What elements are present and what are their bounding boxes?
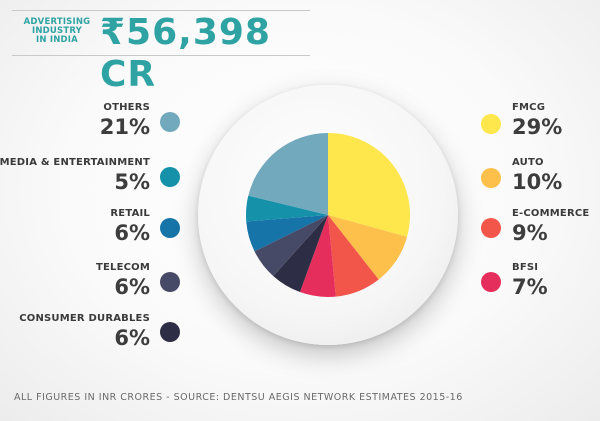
pie-slice-bfsi <box>299 215 336 298</box>
legend-dot <box>160 272 180 292</box>
legend-dot <box>160 322 180 342</box>
legend-dot <box>481 114 501 134</box>
pie-slice-others <box>248 133 328 215</box>
legend-value: 7% <box>512 275 548 299</box>
legend-value: 10% <box>512 170 563 194</box>
source-note: ALL FIGURES IN INR CRORES - SOURCE: DENT… <box>14 392 463 403</box>
legend-label: RETAIL <box>110 208 150 219</box>
pie-slice-consumer-durables <box>273 215 328 293</box>
legend-label: TELECOM <box>95 262 150 273</box>
legend-value: 6% <box>114 326 150 350</box>
pie-chart <box>198 85 458 345</box>
legend-dot <box>481 272 501 292</box>
legend-value: 5% <box>114 170 150 194</box>
legend-label: OTHERS <box>103 102 150 113</box>
legend-label: CONSUMER DURABLES <box>19 313 150 324</box>
pie-slice-media-entertainment <box>246 195 328 222</box>
legend-value: 6% <box>114 275 150 299</box>
header-banner: ADVERTISING INDUSTRY IN INDIA ₹56,398 CR <box>12 10 310 95</box>
legend-label: E-COMMERCE <box>512 208 590 219</box>
legend-value: 6% <box>114 221 150 245</box>
legend-label: MEDIA & ENTERTAINMENT <box>0 157 150 168</box>
header-total-value: ₹56,398 CR <box>100 12 271 95</box>
pie-slice-retail <box>246 215 328 252</box>
header-label: ADVERTISING INDUSTRY IN INDIA <box>23 17 91 45</box>
legend-label: AUTO <box>512 157 544 168</box>
legend-dot <box>160 167 180 187</box>
legend-dot <box>481 168 501 188</box>
pie-slice-telecom <box>254 215 328 277</box>
legend-label: BFSI <box>512 262 539 273</box>
legend-dot <box>160 218 180 238</box>
pie-slice-fmcg <box>328 133 411 237</box>
legend-dot <box>481 218 501 238</box>
pie-slice-auto <box>328 215 408 280</box>
legend-value: 9% <box>512 221 548 245</box>
legend-label: FMCG <box>512 102 546 113</box>
legend-value: 21% <box>99 115 150 139</box>
pie-slice-e-commerce <box>328 215 379 297</box>
pie-svg <box>246 133 411 298</box>
legend-dot <box>160 112 180 132</box>
legend-value: 29% <box>512 115 563 139</box>
